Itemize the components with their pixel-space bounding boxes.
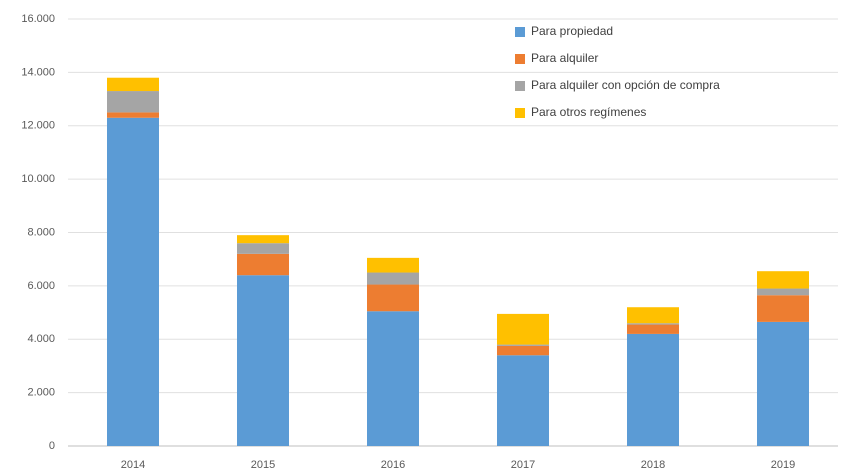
bar-segment: [237, 275, 289, 446]
y-tick-label: 10.000: [21, 173, 55, 185]
bar-segment: [497, 345, 549, 356]
bar-segment: [107, 77, 159, 92]
bar-segment: [367, 311, 419, 446]
legend-swatch: [515, 27, 525, 37]
bar-segment: [627, 307, 679, 324]
x-tick-label: 2014: [121, 459, 145, 471]
legend-swatch: [515, 81, 525, 91]
legend-label: Para alquiler con opción de compra: [531, 78, 720, 92]
legend-swatch: [515, 108, 525, 118]
bar-segment: [627, 324, 679, 334]
y-tick-label: 0: [49, 440, 55, 452]
bar-segment: [367, 284, 419, 312]
bar-segment: [367, 257, 419, 273]
bar-segment: [757, 271, 809, 289]
bar-segment: [107, 117, 159, 447]
y-tick-label: 4.000: [27, 333, 55, 345]
bar-segment: [497, 313, 549, 345]
x-tick-label: 2016: [381, 459, 405, 471]
bar-segment: [107, 112, 159, 118]
bar-segment: [627, 333, 679, 446]
bar-segment: [237, 243, 289, 254]
bar-segment: [107, 91, 159, 113]
legend-label: Para alquiler: [531, 51, 598, 65]
y-tick-label: 14.000: [21, 66, 55, 78]
x-tick-label: 2019: [771, 459, 795, 471]
legend-label: Para otros regímenes: [531, 105, 646, 119]
bar-segment: [237, 253, 289, 276]
bar-segment: [497, 355, 549, 446]
bar-segment: [757, 295, 809, 322]
y-tick-label: 16.000: [21, 13, 55, 25]
bar-segment: [237, 235, 289, 244]
bar-segment: [627, 323, 679, 325]
x-tick-label: 2017: [511, 459, 535, 471]
bar-segment: [757, 321, 809, 446]
legend-label: Para propiedad: [531, 24, 613, 38]
y-tick-label: 6.000: [27, 280, 55, 292]
bar-segment: [757, 288, 809, 296]
y-tick-label: 12.000: [21, 120, 55, 132]
y-tick-label: 8.000: [27, 226, 55, 238]
bar-segment: [367, 272, 419, 285]
x-tick-label: 2018: [641, 459, 665, 471]
y-tick-label: 2.000: [27, 387, 55, 399]
bar-segment: [497, 344, 549, 346]
x-tick-label: 2015: [251, 459, 275, 471]
legend-swatch: [515, 54, 525, 64]
